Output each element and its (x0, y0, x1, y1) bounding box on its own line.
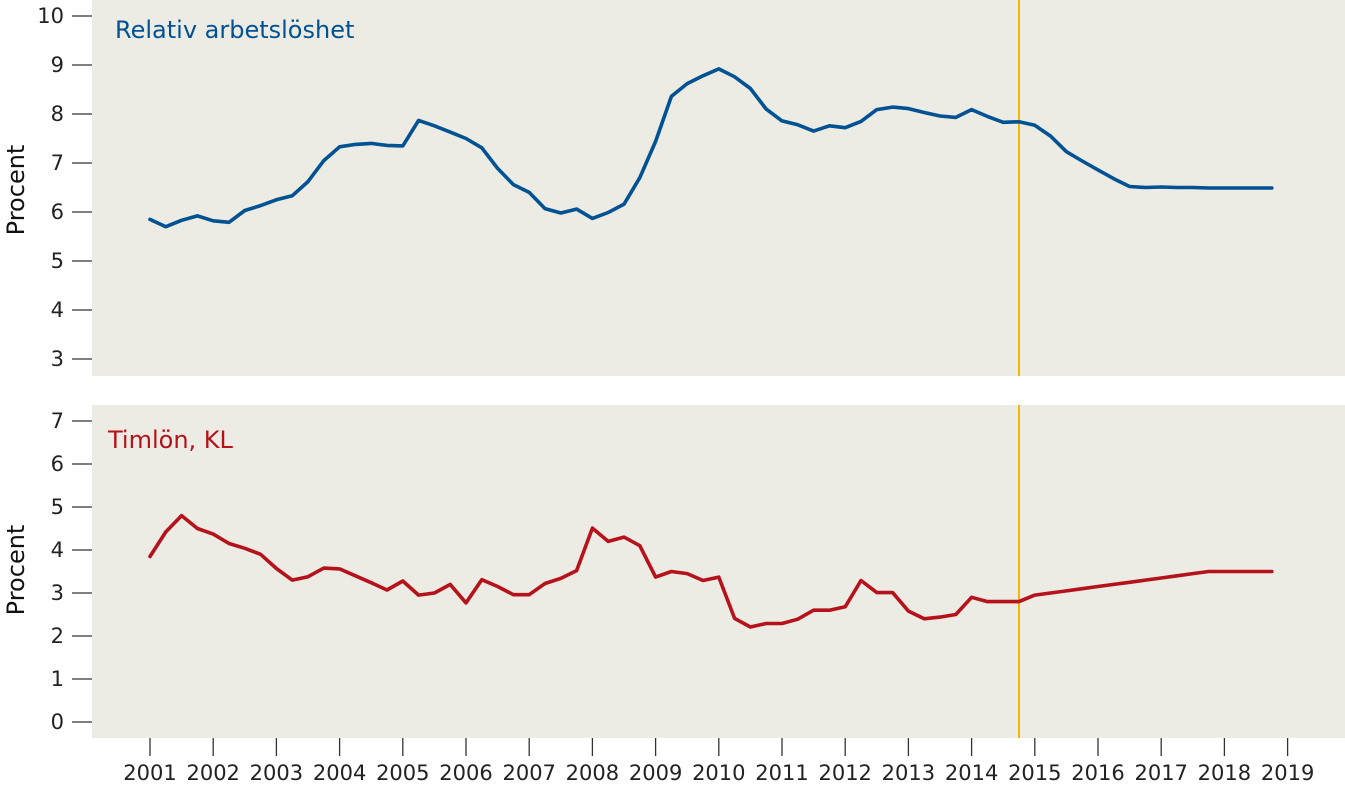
x-tick-label: 2008 (566, 761, 619, 785)
y-tick-label: 5 (51, 249, 64, 273)
y-tick-label: 1 (51, 667, 64, 691)
x-tick-label: 2006 (439, 761, 492, 785)
series-line-unemployment (148, 67, 1274, 229)
x-tick-label: 2017 (1134, 761, 1187, 785)
y-tick-label: 10 (37, 4, 64, 28)
x-tick-label: 2019 (1261, 761, 1314, 785)
x-tick-label: 2018 (1198, 761, 1251, 785)
x-tick-label: 2015 (1008, 761, 1061, 785)
y-axis-label: Procent (2, 145, 30, 236)
x-tick-label: 2001 (123, 761, 176, 785)
x-tick-label: 2012 (818, 761, 871, 785)
x-tick-label: 2010 (692, 761, 745, 785)
x-tick-label: 2005 (376, 761, 429, 785)
x-tick-label: 2007 (502, 761, 555, 785)
x-tick-label: 2002 (186, 761, 239, 785)
x-tick-label: 2013 (882, 761, 935, 785)
x-tick-label: 2016 (1071, 761, 1124, 785)
panel-title: Timlön, KL (107, 426, 234, 454)
y-tick-label: 3 (51, 581, 64, 605)
y-tick-label: 7 (51, 151, 64, 175)
panel-background (92, 405, 1345, 738)
y-tick-label: 3 (51, 347, 64, 371)
y-tick-label: 6 (51, 200, 64, 224)
y-tick-label: 8 (51, 102, 64, 126)
x-tick-label: 2014 (945, 761, 998, 785)
y-tick-label: 9 (51, 53, 64, 77)
panel-title: Relativ arbetslöshet (115, 16, 354, 44)
y-axis-label: Procent (2, 525, 30, 616)
y-tick-label: 2 (51, 624, 64, 648)
y-tick-label: 0 (51, 710, 64, 734)
x-tick-label: 2003 (250, 761, 303, 785)
y-tick-label: 4 (51, 298, 64, 322)
y-tick-label: 4 (51, 538, 64, 562)
series-line-wage (148, 513, 1274, 629)
x-axis: 2001 2002 2003 2004 2005 2006 2007 2008 2009 2010… (123, 738, 1314, 785)
wage-panel: 0 1 2 3 4 5 6 7 Procent Timlön, KL (2, 405, 1345, 738)
x-tick-label: 2011 (755, 761, 808, 785)
x-tick-label: 2009 (629, 761, 682, 785)
y-tick-label: 7 (51, 409, 64, 433)
unemployment-panel: 3 4 5 6 7 8 9 10 Procent Relativ arbetslöshet (2, 0, 1345, 376)
y-tick-label: 5 (51, 495, 64, 519)
y-tick-label: 6 (51, 452, 64, 476)
x-tick-label: 2004 (313, 761, 366, 785)
